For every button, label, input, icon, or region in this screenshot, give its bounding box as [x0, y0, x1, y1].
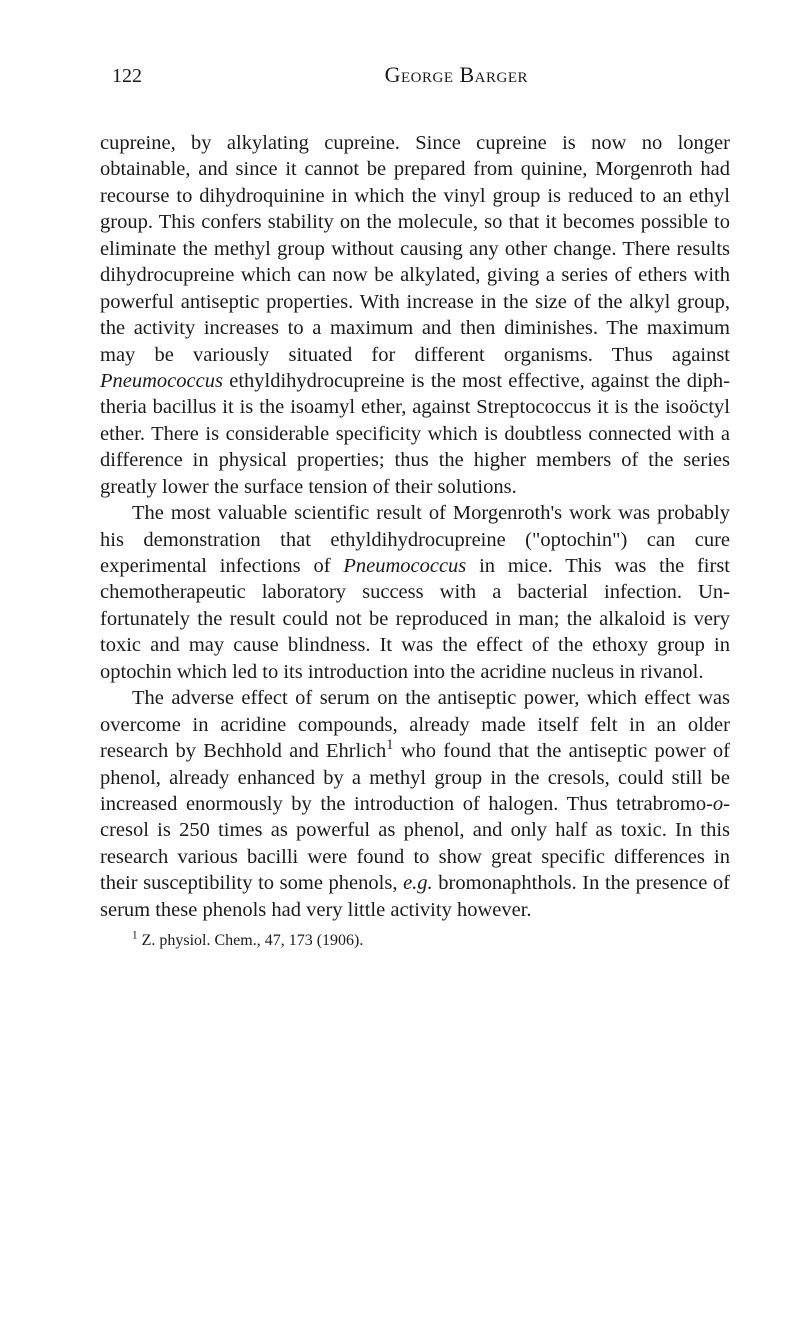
- footnote-text: Z. physiol. Chem., 47, 173 (1906).: [138, 932, 364, 949]
- paragraph-1: cupreine, by alkylating cupreine. Since …: [100, 130, 730, 500]
- italic-text: o: [713, 793, 723, 815]
- italic-text: Pneumococcus: [100, 370, 223, 392]
- paragraph-3: The adverse effect of serum on the antis…: [100, 685, 730, 923]
- body-text: cupreine, by alkylating cupreine. Since …: [100, 130, 730, 952]
- italic-text: Pneumococcus: [343, 555, 466, 577]
- paragraph-2: The most valuable scientific result of M…: [100, 500, 730, 685]
- page-number: 122: [112, 65, 142, 88]
- document-page: 122 George Barger cupreine, by alkylatin…: [0, 0, 800, 1324]
- italic-text: e.g.: [403, 872, 433, 894]
- footnote: 1 Z. physiol. Chem., 47, 173 (1906).: [100, 931, 730, 952]
- page-header: 122 George Barger: [100, 62, 730, 88]
- author-name: George Barger: [385, 62, 528, 88]
- text-run: cupreine, by alkylating cupreine. Since …: [100, 132, 730, 366]
